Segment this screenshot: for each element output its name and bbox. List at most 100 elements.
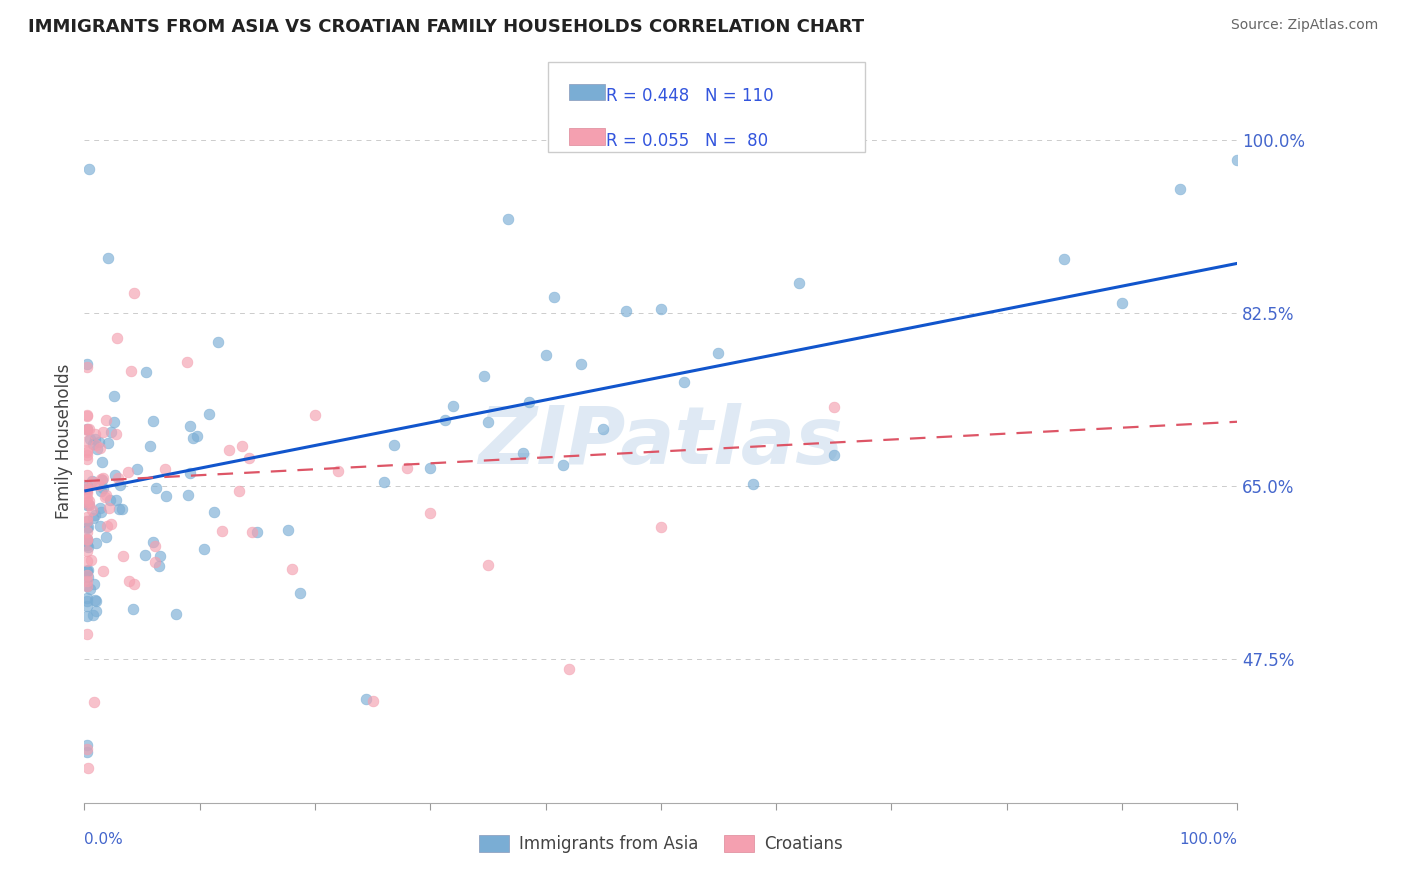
Point <box>149 549 172 563</box>
Point <box>79 582 101 597</box>
Point <box>517 395 540 409</box>
Point <box>228 484 250 499</box>
Point <box>186 429 208 443</box>
Point <box>419 461 441 475</box>
Point <box>96 518 118 533</box>
Point <box>76 357 98 371</box>
Point <box>93 481 115 495</box>
Point <box>77 520 100 534</box>
Point <box>80 503 103 517</box>
Point <box>76 538 98 552</box>
Point <box>82 607 104 622</box>
Point <box>76 514 98 528</box>
Text: ZIPatlas: ZIPatlas <box>478 402 844 481</box>
Point <box>76 579 98 593</box>
Point <box>277 523 299 537</box>
Point <box>76 434 98 448</box>
Point <box>76 422 98 436</box>
Point <box>111 502 134 516</box>
Point <box>82 511 104 525</box>
Text: R = 0.055   N =  80: R = 0.055 N = 80 <box>606 132 768 150</box>
Point <box>76 423 98 437</box>
Point <box>557 662 579 676</box>
Point <box>76 543 98 558</box>
Point <box>142 535 165 549</box>
Point <box>571 357 593 371</box>
Point <box>153 462 176 476</box>
Point <box>77 540 100 554</box>
Point <box>83 432 105 446</box>
Point <box>382 438 405 452</box>
Point <box>76 745 98 759</box>
Point <box>84 535 107 549</box>
Point <box>80 475 103 489</box>
Point <box>122 576 145 591</box>
Point <box>80 553 103 567</box>
Point <box>742 477 765 491</box>
Point <box>97 252 120 266</box>
Point <box>76 486 98 500</box>
Point <box>787 277 810 291</box>
Point <box>76 761 98 775</box>
Point <box>76 491 98 505</box>
Point <box>89 500 111 515</box>
Point <box>118 574 141 589</box>
Point <box>434 413 457 427</box>
Point <box>553 458 575 473</box>
Point <box>76 468 98 483</box>
Point <box>165 607 187 621</box>
Point <box>496 211 519 226</box>
Point <box>218 442 240 457</box>
Point <box>103 415 125 429</box>
Point <box>202 505 225 519</box>
Point <box>83 695 105 709</box>
Point <box>142 414 165 428</box>
Point <box>193 541 215 556</box>
Point <box>76 591 98 606</box>
Point <box>672 375 695 389</box>
Point <box>76 738 98 752</box>
Point <box>94 530 117 544</box>
Point <box>97 436 120 450</box>
Point <box>76 567 98 582</box>
Point <box>76 448 98 462</box>
Point <box>89 441 111 455</box>
Point <box>76 534 98 549</box>
Point <box>108 477 131 491</box>
Point <box>76 554 98 568</box>
Point <box>87 478 110 492</box>
Point <box>179 418 201 433</box>
Point <box>112 549 135 563</box>
Point <box>614 303 637 318</box>
Point <box>1168 182 1191 196</box>
Point <box>76 495 98 509</box>
Point <box>91 425 114 440</box>
Point <box>100 516 122 531</box>
Point <box>76 483 98 497</box>
Point <box>76 608 98 623</box>
Point <box>90 484 112 499</box>
Point <box>122 286 145 301</box>
Point <box>90 455 112 469</box>
Point <box>104 468 127 483</box>
Point <box>79 493 101 508</box>
Point <box>534 348 557 362</box>
Point <box>543 290 565 304</box>
Point <box>155 489 177 503</box>
Point <box>707 346 730 360</box>
Point <box>231 439 253 453</box>
Point <box>207 335 229 350</box>
Point <box>240 524 263 539</box>
Point <box>76 483 98 498</box>
Point <box>120 364 142 378</box>
Point <box>143 555 166 569</box>
Point <box>419 506 441 520</box>
Point <box>441 399 464 413</box>
Point <box>823 448 845 462</box>
Point <box>84 604 107 618</box>
Point <box>84 593 107 607</box>
Point <box>281 562 304 576</box>
Point <box>148 558 170 573</box>
Point <box>823 400 845 414</box>
Point <box>76 594 98 608</box>
